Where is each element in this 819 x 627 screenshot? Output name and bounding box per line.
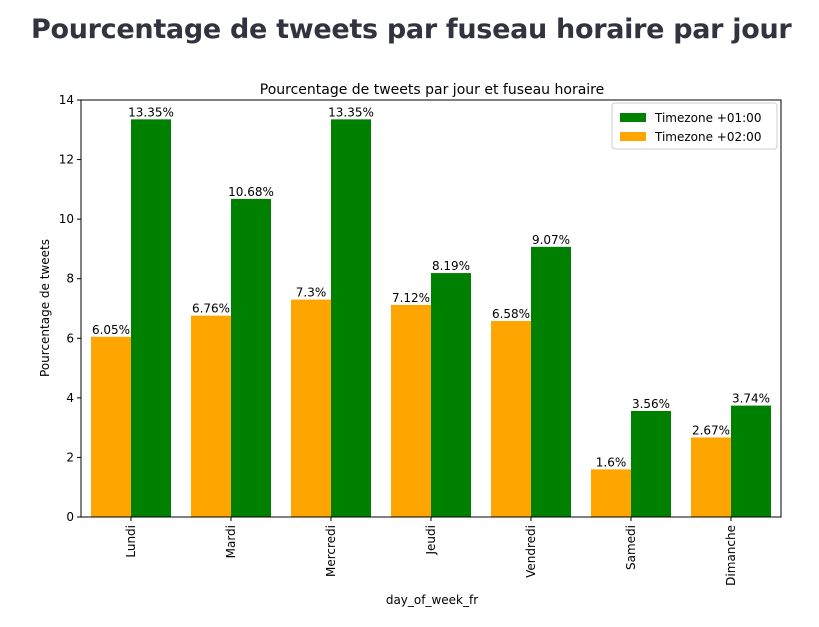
bar — [691, 437, 731, 517]
x-tick-label: Mardi — [224, 525, 238, 558]
legend-box — [611, 102, 778, 150]
bar — [231, 198, 271, 518]
y-tick-label: 12 — [59, 153, 74, 167]
data-label: 1.6% — [596, 455, 627, 469]
legend-swatch — [620, 113, 646, 122]
x-tick-label: Lundi — [124, 525, 138, 558]
bar — [431, 273, 471, 517]
x-tick-label: Mercredi — [324, 525, 338, 577]
data-label: 13.35% — [328, 105, 374, 119]
data-label: 13.35% — [128, 105, 174, 119]
x-tick-label: Samedi — [624, 525, 638, 570]
x-axis-label: day_of_week_fr — [386, 593, 478, 607]
legend-swatch — [620, 132, 646, 141]
x-tick-label: Vendredi — [524, 525, 538, 578]
bar — [91, 336, 131, 517]
legend-label: Timezone +01:00 — [654, 111, 761, 125]
y-tick-label: 4 — [66, 391, 74, 405]
data-label: 3.74% — [732, 392, 770, 406]
y-axis: 0 2 4 6 8 10 12 14 — [59, 93, 81, 524]
bar — [591, 469, 631, 517]
legend: Timezone +01:00 Timezone +02:00 — [611, 102, 778, 150]
bars-layer — [91, 119, 771, 518]
bar — [191, 315, 231, 517]
data-labels-layer: 6.05% 6.76% 7.3% 7.12% 6.58% 1.6% 2.67% 13.35% 1… — [92, 105, 770, 469]
plot-frame — [80, 99, 782, 518]
y-tick-label: 2 — [66, 450, 74, 464]
bar — [531, 246, 571, 517]
legend-label: Timezone +02:00 — [654, 130, 761, 144]
y-tick-label: 14 — [59, 93, 74, 107]
bar — [631, 410, 671, 517]
y-tick-label: 10 — [59, 212, 74, 226]
bar — [331, 119, 371, 517]
bar — [731, 405, 771, 517]
bar — [131, 119, 171, 517]
y-tick-label: 6 — [66, 331, 74, 345]
data-label: 6.76% — [192, 302, 230, 316]
chart-title: Pourcentage de tweets par jour et fuseau… — [260, 82, 604, 98]
data-label: 6.05% — [92, 323, 130, 337]
data-label: 2.67% — [692, 423, 730, 437]
x-tick-label: Jeudi — [424, 525, 438, 555]
page-heading: Pourcentage de tweets par fuseau horaire… — [31, 14, 792, 45]
bar — [291, 299, 331, 517]
data-label: 10.68% — [228, 185, 274, 199]
data-label: 6.58% — [492, 307, 530, 321]
bar — [391, 304, 431, 517]
x-tick-label: Dimanche — [724, 525, 738, 586]
data-label: 3.56% — [632, 397, 670, 411]
data-label: 7.3% — [296, 286, 327, 300]
data-label: 9.07% — [532, 233, 570, 247]
bar — [491, 321, 531, 517]
y-axis-label: Pourcentage de tweets — [38, 239, 52, 377]
y-tick-label: 8 — [66, 272, 74, 286]
x-axis: Lundi Mardi Mercredi Jeudi Vendredi Samedi Dim… — [124, 517, 738, 586]
data-label: 7.12% — [392, 291, 430, 305]
data-label: 8.19% — [432, 259, 470, 273]
y-tick-label: 0 — [66, 510, 74, 524]
